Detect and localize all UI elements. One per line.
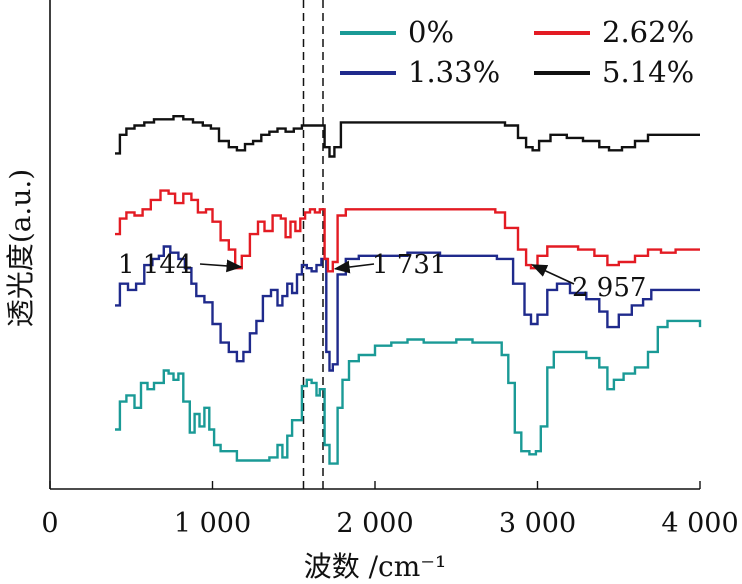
legend: 0% 2.62% 1.33% 5.14% bbox=[340, 15, 694, 89]
x-tick-label: 4 000 bbox=[661, 508, 738, 539]
series-group bbox=[115, 115, 702, 465]
reference-lines bbox=[302, 0, 324, 489]
annotation-label: 2 957 bbox=[572, 273, 646, 303]
annotation-label: 1 144 bbox=[118, 250, 192, 280]
x-tick-label: 1 000 bbox=[174, 508, 251, 539]
annotation-arrow bbox=[531, 264, 575, 285]
series-line-0 bbox=[115, 319, 702, 465]
series-line-514 bbox=[115, 115, 700, 158]
annotations: 1 144 1 731 2 957 bbox=[118, 250, 646, 303]
annotation-arrow bbox=[333, 260, 375, 274]
series-line-262 bbox=[115, 189, 700, 273]
axes: 0 1 000 2 000 3 000 4 000 bbox=[41, 0, 739, 539]
series-line-133 bbox=[115, 245, 700, 372]
annotation-label: 1 731 bbox=[372, 250, 446, 280]
legend-label: 2.62% bbox=[602, 15, 694, 49]
x-tick-label: 3 000 bbox=[499, 508, 576, 539]
legend-label: 5.14% bbox=[602, 55, 694, 89]
x-tick-label: 2 000 bbox=[336, 508, 413, 539]
legend-label: 0% bbox=[408, 15, 454, 49]
x-tick-label: 0 bbox=[41, 508, 58, 539]
legend-label: 1.33% bbox=[408, 55, 500, 89]
annotation-arrow bbox=[199, 259, 243, 273]
x-axis-label: 波数 /cm⁻¹ bbox=[304, 550, 447, 583]
y-axis-label: 透光度(a.u.) bbox=[4, 169, 37, 327]
axis-labels: 波数 /cm⁻¹ 透光度(a.u.) bbox=[4, 169, 446, 583]
